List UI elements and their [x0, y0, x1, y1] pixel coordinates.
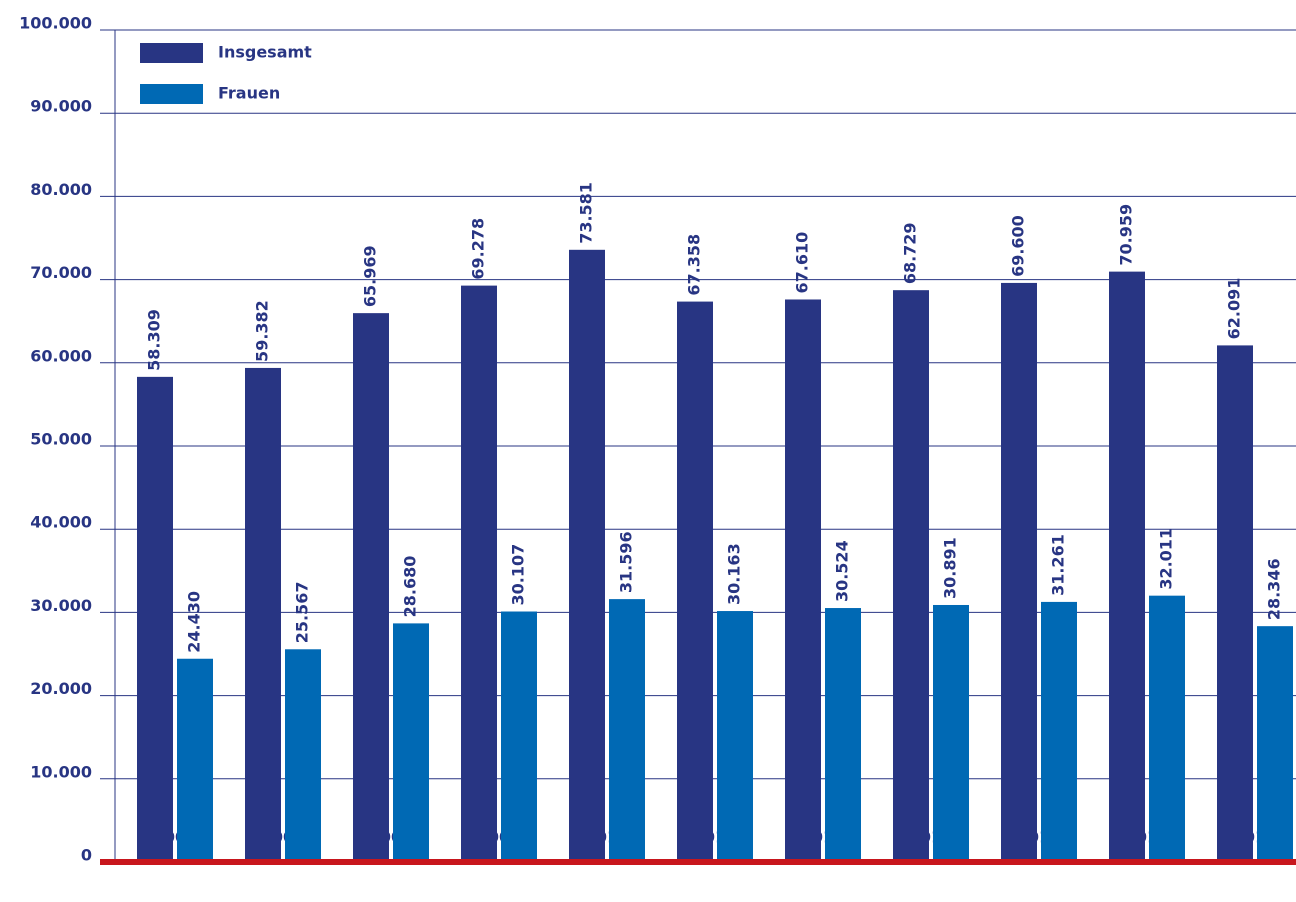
value-label: 28.346 — [1265, 558, 1284, 620]
y-tick-label: 10.000 — [30, 762, 92, 781]
y-tick-label: 0 — [81, 846, 92, 865]
value-label: 69.278 — [469, 218, 488, 280]
bar — [285, 649, 321, 862]
value-label: 31.596 — [617, 531, 636, 593]
legend-label: Insgesamt — [218, 43, 312, 62]
bar — [1001, 282, 1037, 863]
bar — [353, 313, 389, 862]
bar — [933, 604, 969, 862]
value-label: 24.430 — [185, 591, 204, 653]
bar — [1149, 595, 1185, 862]
bar — [177, 658, 213, 862]
y-tick-label: 70.000 — [30, 263, 92, 282]
bar — [1217, 345, 1253, 862]
value-label: 28.680 — [401, 556, 420, 618]
value-label: 30.107 — [509, 544, 528, 606]
y-tick-label: 30.000 — [30, 596, 92, 615]
bar — [825, 608, 861, 862]
value-label: 58.309 — [145, 309, 164, 371]
legend-swatch — [140, 43, 203, 63]
value-label: 70.959 — [1117, 204, 1136, 266]
value-label: 32.011 — [1157, 528, 1176, 590]
bar — [609, 599, 645, 862]
bar — [501, 611, 537, 862]
bar — [245, 367, 281, 862]
value-label: 67.610 — [793, 232, 812, 294]
bar — [1109, 271, 1145, 863]
bar — [1041, 601, 1077, 862]
legend-swatch — [140, 84, 203, 104]
y-tick-label: 90.000 — [30, 97, 92, 116]
bar — [1257, 626, 1293, 862]
y-tick-label: 100.000 — [19, 14, 92, 33]
value-label: 69.600 — [1009, 215, 1028, 277]
y-tick-label: 80.000 — [30, 180, 92, 199]
value-label: 31.261 — [1049, 534, 1068, 596]
bar — [137, 376, 173, 862]
value-label: 67.358 — [685, 234, 704, 296]
y-tick-label: 60.000 — [30, 346, 92, 365]
value-label: 25.567 — [293, 582, 312, 644]
y-tick-label: 40.000 — [30, 513, 92, 532]
value-label: 30.891 — [941, 537, 960, 599]
bar — [569, 249, 605, 862]
y-tick-label: 20.000 — [30, 679, 92, 698]
bar — [461, 285, 497, 862]
bar — [677, 301, 713, 863]
bar — [893, 290, 929, 863]
y-tick-label: 50.000 — [30, 430, 92, 449]
value-label: 30.524 — [833, 540, 852, 602]
legend-label: Frauen — [218, 84, 280, 103]
bar — [785, 299, 821, 862]
value-label: 65.969 — [361, 245, 380, 307]
value-label: 30.163 — [725, 543, 744, 605]
bar — [717, 611, 753, 862]
value-label: 59.382 — [253, 300, 272, 362]
value-label: 68.729 — [901, 222, 920, 284]
value-label: 73.581 — [577, 182, 596, 244]
value-label: 62.091 — [1225, 278, 1244, 340]
bar — [393, 623, 429, 862]
